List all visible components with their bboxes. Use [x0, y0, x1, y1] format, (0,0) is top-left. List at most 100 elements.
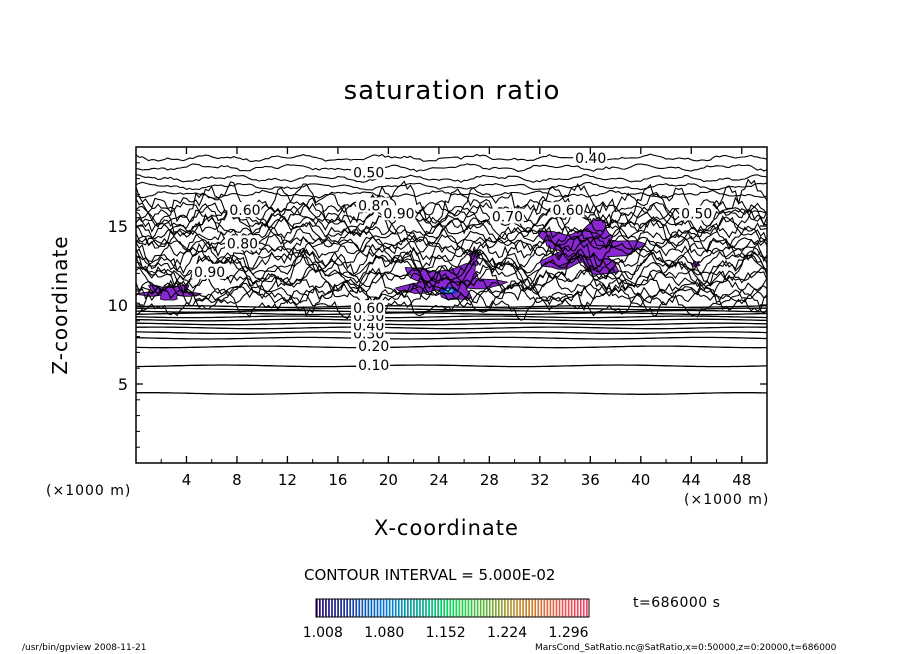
- colorbar-cell: [576, 599, 579, 617]
- contour-interval-label: CONTOUR INTERVAL = 5.000E-02: [304, 566, 556, 584]
- colorbar-cell: [434, 599, 436, 617]
- colorbar-cell: [461, 599, 464, 617]
- colorbar-cell: [485, 599, 488, 617]
- colorbar-tick-label: 1.008: [303, 625, 343, 641]
- contour-label-box: [381, 205, 416, 221]
- colorbar-cell: [558, 599, 561, 617]
- contour-line: [135, 364, 767, 368]
- contour-label: 0.50: [353, 165, 384, 181]
- colorbar-cell: [561, 599, 564, 617]
- x-tick-label: 24: [429, 471, 448, 489]
- colorbar-cell: [531, 599, 534, 617]
- colorbar-tick-label: 1.224: [487, 625, 527, 641]
- contour-line: [135, 245, 768, 274]
- colorbar-cell: [334, 599, 336, 617]
- colorbar-cell: [403, 599, 406, 617]
- contour-line: [135, 283, 768, 317]
- colorbar-cell: [346, 599, 348, 617]
- x-axis-unit-left: (×1000 m): [46, 483, 132, 499]
- contour-line: [136, 331, 768, 335]
- y-tick-label: 10: [108, 296, 128, 315]
- contour-label: 0.60: [552, 203, 583, 219]
- colorbar-cell: [476, 599, 479, 617]
- x-tick-label: 48: [732, 471, 751, 489]
- x-tick-label: 40: [631, 471, 650, 489]
- x-tick-label: 8: [232, 471, 242, 489]
- contour-line: [135, 246, 768, 278]
- colorbar-cell: [546, 599, 549, 617]
- contour-line: [135, 206, 768, 240]
- colorbar-cell: [552, 599, 555, 617]
- contour-label-box: [351, 300, 386, 316]
- colorbar-cell: [534, 599, 537, 617]
- footer-program: /usr/bin/gpview 2008-11-21: [22, 643, 147, 653]
- contour-label: 0.20: [358, 339, 389, 355]
- colorbar-cell: [367, 599, 370, 617]
- colorbar-cell: [585, 599, 588, 617]
- colorbar-cell: [513, 599, 515, 617]
- colorbar-cell: [458, 599, 461, 617]
- colorbar-cell: [467, 599, 470, 617]
- colorbar: 1.008 1.080 1.152 1.224 1.296: [303, 598, 590, 641]
- colorbar-cell: [507, 599, 509, 617]
- colorbar-cell: [358, 599, 361, 617]
- colorbar-cell: [543, 599, 546, 617]
- colorbar-cell: [498, 599, 500, 617]
- contour-label: 0.90: [194, 265, 225, 281]
- contour-line: [135, 326, 767, 330]
- colorbar-cell: [482, 599, 485, 617]
- colorbar-cell: [473, 599, 476, 617]
- y-axis-label: Z-coordinate: [48, 235, 72, 375]
- colorbar-cell: [379, 599, 382, 617]
- contour-label-box: [192, 263, 227, 279]
- colorbar-cell: [570, 599, 573, 617]
- colorbar-cell: [555, 599, 558, 617]
- contour-label: 0.10: [358, 358, 389, 374]
- contour-label: 0.80: [227, 236, 258, 252]
- contour-line: [135, 233, 768, 270]
- colorbar-cell: [501, 599, 503, 617]
- contour-label-box: [227, 202, 262, 218]
- colorbar-cell: [504, 599, 506, 617]
- contour-label-box: [489, 208, 524, 224]
- colorbar-cell: [319, 599, 321, 617]
- y-axis-ticks: 5 10 15: [108, 162, 767, 448]
- colorbar-cell: [391, 599, 394, 617]
- x-axis-ticks: 4 8 12 16 20 24 28 32 36 40 44 48: [135, 147, 768, 489]
- colorbar-cell: [370, 599, 373, 617]
- colorbar-cell: [525, 599, 527, 617]
- colorbar-cell: [410, 599, 412, 617]
- colorbar-cell: [419, 599, 421, 617]
- colorbar-cell: [364, 599, 367, 617]
- colorbar-cell: [361, 599, 364, 617]
- colorbar-cell: [491, 599, 494, 617]
- contour-label-box: [550, 202, 585, 218]
- x-tick-label: 20: [379, 471, 398, 489]
- x-tick-label: 12: [278, 471, 297, 489]
- x-tick-label: 28: [480, 471, 499, 489]
- contour-line: [135, 174, 768, 184]
- colorbar-cell: [322, 599, 324, 617]
- colorbar-cell: [349, 599, 352, 617]
- contour-label: 0.70: [492, 210, 523, 226]
- colorbar-cell: [540, 599, 543, 617]
- colorbar-cell: [407, 599, 409, 617]
- contour-label-box: [573, 150, 608, 166]
- colorbar-cell: [425, 599, 427, 617]
- contour-line: [136, 336, 767, 340]
- x-tick-label: 4: [182, 471, 192, 489]
- colorbar-cell: [376, 599, 379, 617]
- colorbar-cell: [328, 599, 330, 617]
- colorbar-cell: [331, 599, 333, 617]
- colorbar-cell: [443, 599, 446, 617]
- contour-line: [136, 305, 767, 309]
- x-tick-label: 32: [530, 471, 549, 489]
- contour-label-box: [351, 164, 386, 180]
- contour-line: [135, 189, 768, 199]
- chart-title: saturation ratio: [343, 76, 561, 106]
- x-axis-unit-right: (×1000 m): [684, 492, 770, 508]
- colorbar-cell: [400, 599, 403, 617]
- colorbar-cell: [479, 599, 482, 617]
- contour-line: [135, 153, 768, 162]
- time-annotation: t=686000 s: [633, 595, 721, 611]
